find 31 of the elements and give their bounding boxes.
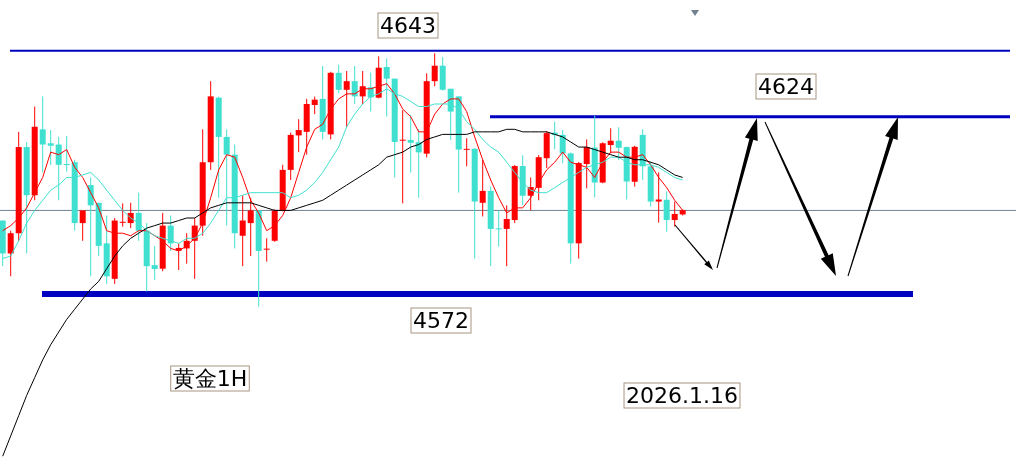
candlestick	[607, 127, 614, 154]
candlestick	[119, 202, 126, 228]
text: 2026.1.16	[626, 383, 738, 408]
candlestick	[7, 230, 14, 277]
text: 4624	[758, 74, 814, 99]
candlestick	[63, 135, 70, 173]
candlestick	[295, 118, 302, 153]
candlestick	[399, 109, 406, 204]
candlestick	[495, 209, 502, 248]
candlestick	[407, 114, 414, 174]
candlestick	[431, 52, 438, 87]
candlestick	[39, 95, 46, 173]
candlestick	[463, 137, 470, 167]
candlestick	[479, 159, 486, 217]
text: 黄金1H	[172, 366, 248, 391]
candlestick	[239, 194, 246, 267]
candlestick	[151, 245, 158, 281]
text: 4643	[380, 13, 436, 38]
candlestick	[223, 128, 230, 227]
candlestick	[263, 237, 270, 263]
candlestick	[55, 136, 62, 201]
candlestick	[79, 209, 86, 242]
candlestick	[351, 65, 358, 105]
candlestick	[335, 64, 342, 94]
candlestick	[663, 190, 670, 233]
text: 4572	[413, 308, 469, 333]
candlestick	[615, 126, 622, 161]
candlestick	[583, 138, 590, 189]
candlestick	[655, 171, 662, 224]
candlestick	[47, 129, 54, 166]
candlestick	[671, 201, 678, 228]
